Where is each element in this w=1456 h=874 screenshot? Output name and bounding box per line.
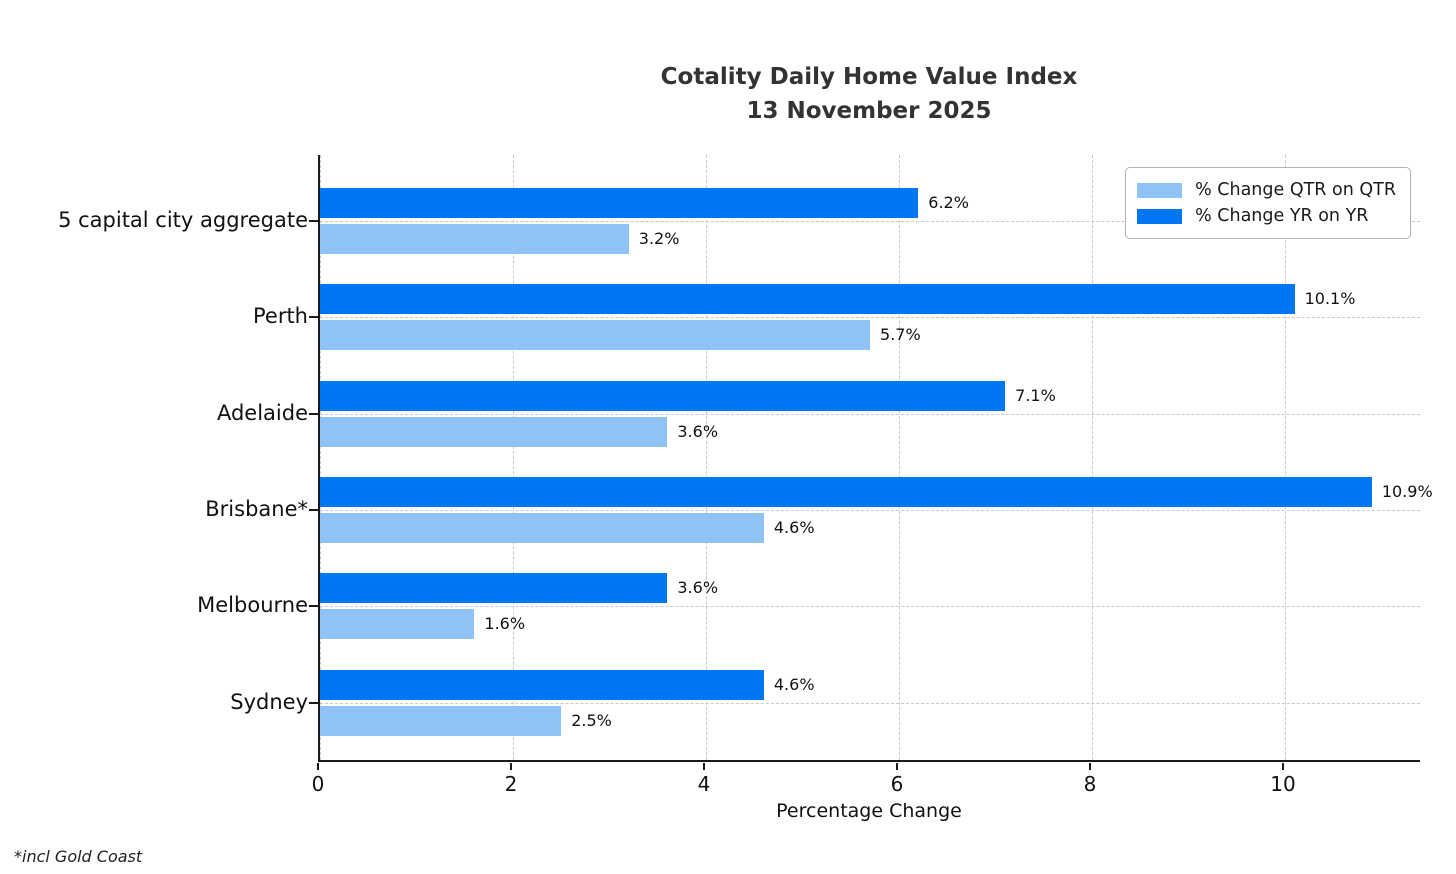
chart-title: Cotality Daily Home Value Index 13 Novem…: [318, 60, 1420, 128]
plot-area: % Change QTR on QTR % Change YR on YR 6.2…: [318, 155, 1433, 762]
value-label: 2.5%: [571, 710, 612, 730]
gridline-vertical: [705, 155, 707, 760]
x-axis-tick: [702, 763, 705, 770]
bar-yr-on-yr: [320, 669, 764, 700]
x-tick-label: 6: [890, 772, 904, 796]
value-label: 10.1%: [1304, 289, 1356, 309]
y-axis-tick: [309, 508, 318, 511]
x-tick-label: 10: [1270, 772, 1296, 796]
gridline-horizontal: [320, 413, 1420, 415]
y-axis-tick: [309, 701, 318, 704]
category-label: Adelaide: [216, 400, 308, 425]
x-axis-tick: [1281, 763, 1284, 770]
value-label: 10.9%: [1381, 481, 1433, 501]
legend-label: % Change QTR on QTR: [1195, 180, 1396, 200]
bar-qtr-on-qtr: [320, 320, 871, 351]
legend-swatch: [1137, 208, 1183, 224]
gridline-vertical: [1284, 155, 1286, 760]
y-axis-tick: [309, 220, 318, 222]
gridline-horizontal: [320, 509, 1420, 511]
bar-yr-on-yr: [320, 284, 1295, 315]
value-label: 3.6%: [677, 421, 719, 441]
legend-label: % Change YR on YR: [1195, 206, 1369, 226]
gridline-vertical: [512, 155, 514, 760]
gridline-vertical: [1091, 155, 1093, 760]
x-tick-label: 8: [1083, 772, 1097, 796]
y-axis-tick: [309, 605, 318, 608]
bar-qtr-on-qtr: [320, 416, 668, 447]
bar-yr-on-yr: [320, 476, 1372, 507]
category-label: Perth: [252, 304, 308, 329]
y-axis-tick: [309, 412, 318, 415]
footnote: *incl Gold Coast: [14, 847, 143, 866]
gridline-horizontal: [320, 702, 1420, 704]
bar-qtr-on-qtr: [320, 512, 764, 543]
bar-qtr-on-qtr: [320, 609, 475, 640]
value-label: 4.6%: [773, 674, 815, 694]
x-axis-tick: [317, 763, 319, 770]
category-label: Sydney: [230, 689, 308, 714]
bar-yr-on-yr: [320, 188, 919, 218]
bar-qtr-on-qtr: [320, 705, 562, 736]
legend: % Change QTR on QTR % Change YR on YR: [1125, 167, 1411, 239]
chart-title-line1: Cotality Daily Home Value Index: [660, 64, 1078, 90]
value-label: 1.6%: [484, 614, 526, 634]
legend-item: % Change YR on YR: [1137, 203, 1396, 229]
x-tick-label: 2: [504, 772, 518, 796]
gridline-horizontal: [320, 317, 1420, 319]
bar-yr-on-yr: [320, 380, 1006, 411]
value-label: 3.6%: [677, 578, 719, 598]
x-tick-label: 0: [311, 772, 325, 796]
category-label: 5 capital city aggregate: [58, 208, 308, 232]
gridline-horizontal: [320, 606, 1420, 608]
chart-title-line2: 13 November 2025: [746, 98, 992, 124]
y-axis-tick: [309, 316, 318, 319]
gridline-vertical: [320, 155, 321, 760]
bar-yr-on-yr: [320, 573, 668, 604]
category-label: Melbourne: [197, 593, 308, 618]
x-axis-label: Percentage Change: [776, 800, 962, 822]
gridline-vertical: [898, 155, 900, 760]
category-label: Brisbane*: [205, 496, 308, 521]
value-label: 4.6%: [773, 517, 815, 537]
x-axis-tick: [509, 763, 512, 770]
legend-item: % Change QTR on QTR: [1137, 177, 1396, 203]
x-tick-label: 4: [697, 772, 711, 796]
x-axis-tick: [1088, 763, 1091, 770]
gridline-horizontal: [320, 221, 1420, 222]
bar-qtr-on-qtr: [320, 224, 629, 254]
legend-swatch: [1137, 182, 1183, 198]
value-label: 6.2%: [928, 193, 969, 212]
value-label: 3.2%: [638, 229, 680, 248]
value-label: 7.1%: [1015, 385, 1056, 405]
value-label: 5.7%: [880, 325, 921, 345]
x-axis-tick: [895, 763, 898, 770]
